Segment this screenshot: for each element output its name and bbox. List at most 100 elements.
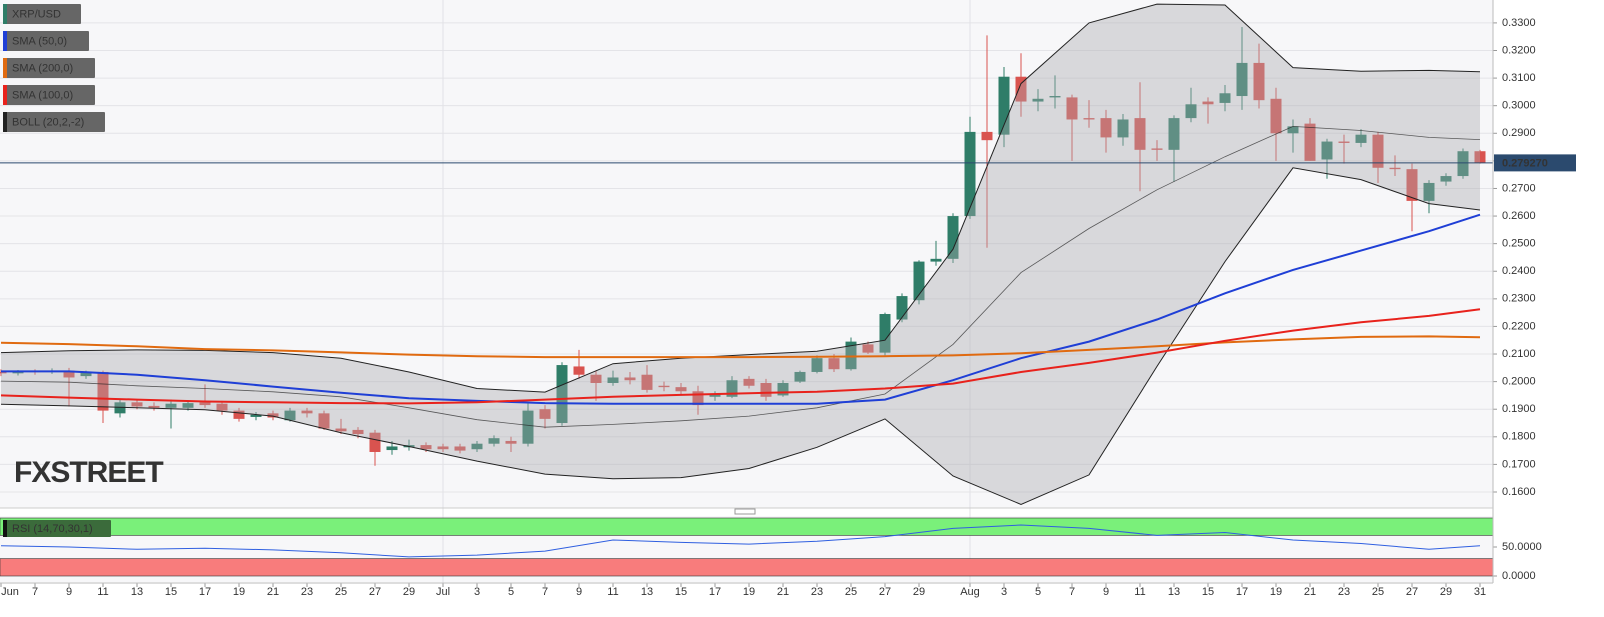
y-tick-label: 0.2000 xyxy=(1502,376,1536,388)
x-tick-label: 13 xyxy=(641,586,653,598)
y-tick-label: 0.1800 xyxy=(1502,431,1536,443)
rsi-tick-label: 50.0000 xyxy=(1502,541,1542,553)
candle-body xyxy=(1083,118,1095,120)
legend-swatch xyxy=(3,112,7,132)
candle-body xyxy=(1202,101,1214,105)
candle-body xyxy=(1474,151,1486,163)
y-tick-label: 0.2900 xyxy=(1502,127,1536,139)
candle-body xyxy=(896,296,908,320)
candle-body xyxy=(182,403,194,408)
last-price-box xyxy=(1494,154,1576,172)
y-tick-label: 0.3200 xyxy=(1502,44,1536,56)
x-tick-label: 19 xyxy=(743,586,755,598)
candle-body xyxy=(1270,98,1282,134)
candle-body xyxy=(301,410,313,414)
bollinger-middle xyxy=(0,125,1481,428)
candle-body xyxy=(879,314,891,353)
candle-body xyxy=(1236,62,1248,97)
legend-label: BOLL (20,2,-2) xyxy=(12,116,84,128)
y-tick-label: 0.2300 xyxy=(1502,293,1536,305)
y-tick-label: 0.2500 xyxy=(1502,238,1536,250)
x-tick-label: 9 xyxy=(66,586,72,598)
bollinger-upper xyxy=(0,3,1481,393)
candle-body xyxy=(539,409,551,419)
x-tick-label: 9 xyxy=(1103,586,1109,598)
candle-body xyxy=(199,402,211,406)
overbought-zone xyxy=(0,517,1493,536)
y-tick-label: 0.2100 xyxy=(1502,348,1536,360)
sma-line xyxy=(0,308,1481,405)
x-tick-label: 27 xyxy=(879,586,891,598)
x-tick-label: 27 xyxy=(1406,586,1418,598)
candle-body xyxy=(505,440,517,444)
candle-body xyxy=(1219,93,1231,103)
candle-body xyxy=(1253,62,1265,101)
legend-swatch xyxy=(3,85,7,105)
y-tick-label: 0.2200 xyxy=(1502,320,1536,332)
legend-box xyxy=(3,4,81,24)
x-tick-label: 19 xyxy=(233,586,245,598)
candle-body xyxy=(0,371,7,374)
oversold-zone xyxy=(0,558,1493,577)
candle-body xyxy=(947,216,959,259)
rsi-tick-label: 0.0000 xyxy=(1502,570,1536,582)
candle-body xyxy=(148,405,160,408)
candle-body xyxy=(335,428,347,432)
candle-body xyxy=(1389,167,1401,170)
legend-label: SMA (200,0) xyxy=(12,62,73,74)
band-fill xyxy=(1,4,1480,505)
candle-body xyxy=(862,344,874,353)
legend-box xyxy=(3,31,89,51)
x-tick-label: 25 xyxy=(335,586,347,598)
candle-body xyxy=(692,391,704,406)
x-tick-label: 5 xyxy=(1035,586,1041,598)
candle-body xyxy=(437,446,449,450)
candle-body xyxy=(930,258,942,262)
legend-swatch xyxy=(3,58,7,78)
x-tick-label: 21 xyxy=(777,586,789,598)
x-tick-label: 3 xyxy=(1001,586,1007,598)
candle-body xyxy=(1287,126,1299,134)
x-tick-label: 11 xyxy=(1134,586,1145,598)
x-tick-label: Jun xyxy=(1,586,19,598)
x-tick-label: 15 xyxy=(165,586,177,598)
candle-body xyxy=(794,371,806,382)
candle-body xyxy=(352,429,364,435)
candle-body xyxy=(488,438,500,444)
y-tick-label: 0.3100 xyxy=(1502,72,1536,84)
sma-line xyxy=(1,213,1481,405)
last-price-label: 0.279270 xyxy=(1502,157,1548,169)
sma-line xyxy=(0,335,1481,359)
candle-body xyxy=(1372,134,1384,168)
x-tick-label: 5 xyxy=(508,586,514,598)
candle-body xyxy=(675,387,687,392)
y-tick-label: 0.1700 xyxy=(1502,458,1536,470)
legend-box xyxy=(3,112,105,132)
legend-label: SMA (100,0) xyxy=(12,89,73,101)
candle-body xyxy=(573,366,585,375)
candle-body xyxy=(1134,118,1146,150)
x-tick-label: 25 xyxy=(845,586,857,598)
candle-body xyxy=(1066,97,1078,120)
candle-body xyxy=(454,446,466,451)
candle-body xyxy=(233,410,245,419)
candle-body xyxy=(1049,96,1061,98)
candle-body xyxy=(641,374,653,390)
x-tick-label: 3 xyxy=(474,586,480,598)
rsi-legend-box xyxy=(3,520,111,537)
candle-body xyxy=(658,385,670,388)
rsi-legend-swatch xyxy=(3,520,7,537)
y-tick-label: 0.2400 xyxy=(1502,265,1536,277)
x-tick-label: 31 xyxy=(1474,586,1486,598)
y-tick-label: 0.1900 xyxy=(1502,403,1536,415)
panel-splitter[interactable] xyxy=(734,508,756,515)
candle-body xyxy=(1032,98,1044,102)
legend-box xyxy=(3,85,95,105)
candle-body xyxy=(760,383,772,397)
y-tick-label: 0.1600 xyxy=(1502,486,1536,498)
candle-body xyxy=(1457,151,1469,177)
legend-box xyxy=(3,58,95,78)
candle-body xyxy=(165,403,177,408)
candle-body xyxy=(1117,119,1129,138)
candle-body xyxy=(80,371,92,377)
